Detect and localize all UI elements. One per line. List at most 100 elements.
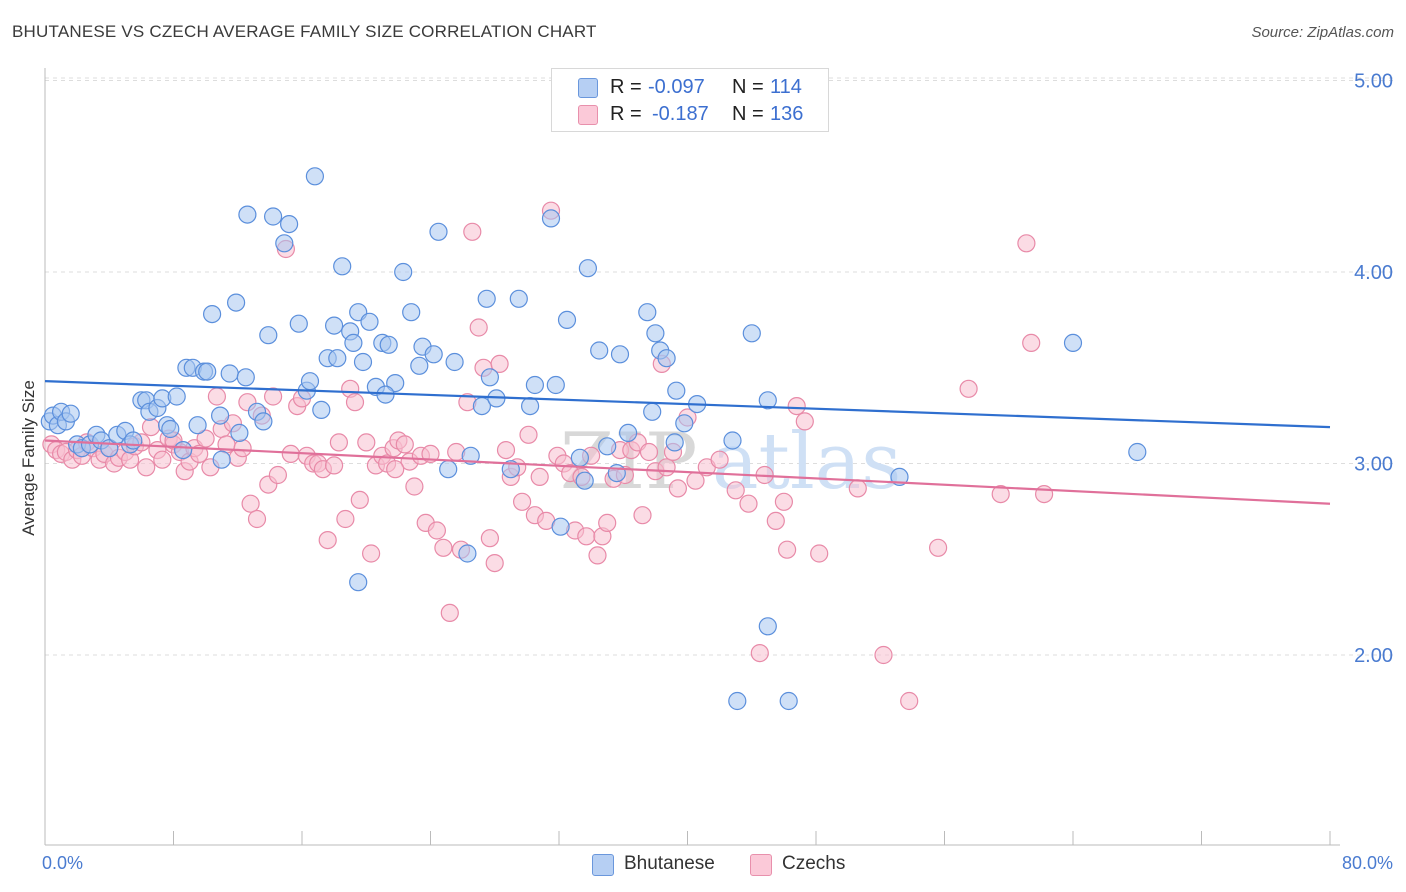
bhutanese-point bbox=[61, 404, 80, 423]
bhutanese-point bbox=[557, 310, 577, 329]
czechs-point bbox=[434, 538, 453, 557]
legend-n-value: 136 bbox=[770, 103, 804, 125]
bhutanese-point bbox=[1063, 333, 1083, 352]
bhutanese-point bbox=[520, 397, 540, 416]
bhutanese-point bbox=[657, 349, 676, 368]
czechs-point bbox=[141, 418, 161, 437]
bhutanese-point bbox=[667, 381, 686, 400]
correlation-legend: R = -0.097 N = 114 R = -0.187 N = 136 bbox=[551, 68, 829, 132]
legend-r-value: -0.187 bbox=[652, 103, 709, 125]
legend-r-label: R = bbox=[610, 76, 642, 98]
axes bbox=[44, 68, 1340, 846]
bhutanese-point bbox=[525, 375, 545, 395]
czechs-point bbox=[386, 460, 405, 479]
bottom-legend-czechs: Czechs bbox=[750, 852, 870, 878]
grid-lines bbox=[45, 77, 1395, 656]
czechs-point bbox=[588, 546, 607, 565]
bhutanese-point bbox=[638, 303, 657, 322]
czechs-point bbox=[1022, 333, 1041, 352]
bhutanese-point bbox=[410, 356, 429, 375]
bhutanese-point bbox=[445, 352, 464, 372]
czechs-point bbox=[577, 527, 596, 546]
trend-lines bbox=[44, 380, 1331, 505]
bhutanese-point bbox=[1128, 442, 1147, 462]
czechs-trend-line bbox=[44, 439, 1331, 505]
czechs-point bbox=[469, 318, 488, 337]
legend-n-label: N = bbox=[732, 103, 764, 125]
bhutanese-point bbox=[124, 431, 143, 450]
bhutanese-point bbox=[424, 345, 443, 364]
bhutanese-point bbox=[480, 368, 499, 387]
bottom-legend-swatch-czechs bbox=[750, 854, 772, 876]
bhutanese-point bbox=[220, 364, 239, 383]
bhutanese-points bbox=[40, 167, 1147, 711]
czechs-point bbox=[264, 387, 283, 406]
czechs-point bbox=[480, 529, 499, 548]
czechs-point bbox=[598, 513, 617, 533]
bhutanese-point bbox=[890, 467, 909, 486]
czechs-point bbox=[848, 479, 867, 498]
czechs-point bbox=[325, 456, 344, 475]
bhutanese-point bbox=[275, 234, 294, 253]
bottom-legend-bhutanese: Bhutanese bbox=[592, 852, 732, 878]
czechs-point bbox=[485, 553, 504, 573]
bhutanese-point bbox=[551, 517, 570, 536]
bhutanese-point bbox=[312, 400, 331, 419]
czechs-point bbox=[726, 481, 745, 500]
tick-labels: 2.00 3.00 4.00 5.00 0.0% 80.0% bbox=[42, 71, 1393, 874]
x-tick-label: 80.0% bbox=[1342, 853, 1393, 873]
bhutanese-point bbox=[429, 222, 448, 241]
bhutanese-point bbox=[598, 437, 617, 456]
czechs-point bbox=[345, 393, 365, 412]
x-tick-label: 0.0% bbox=[42, 853, 83, 873]
bhutanese-point bbox=[259, 326, 278, 345]
y-axis-label: Average Family Size bbox=[19, 380, 38, 536]
bhutanese-point bbox=[723, 431, 742, 450]
bhutanese-point bbox=[167, 387, 186, 406]
czechs-point bbox=[928, 538, 948, 557]
bhutanese-point bbox=[305, 167, 324, 186]
czechs-point bbox=[463, 222, 482, 241]
legend-swatch-bhutanese bbox=[578, 78, 598, 98]
czechs-point bbox=[405, 477, 424, 496]
bhutanese-point bbox=[509, 289, 528, 308]
bhutanese-point bbox=[161, 419, 180, 439]
bhutanese-point bbox=[643, 402, 662, 421]
bhutanese-point bbox=[458, 544, 477, 563]
bhutanese-point bbox=[675, 414, 694, 433]
bhutanese-point bbox=[174, 441, 193, 460]
bhutanese-point bbox=[758, 617, 777, 636]
y-tick-label: 3.00 bbox=[1354, 454, 1393, 476]
bhutanese-point bbox=[227, 293, 246, 312]
czechs-point bbox=[750, 643, 769, 663]
legend-row-bhutanese: R = -0.097 N = 114 bbox=[552, 75, 828, 101]
czechs-point bbox=[350, 490, 369, 509]
czechs-point bbox=[900, 691, 919, 711]
czechs-point bbox=[639, 442, 659, 462]
czechs-point bbox=[710, 450, 729, 469]
czechs-point bbox=[247, 509, 267, 529]
legend-n-label: N = bbox=[732, 76, 764, 98]
czechs-point bbox=[519, 425, 538, 444]
czechs-point bbox=[1034, 485, 1054, 504]
bhutanese-point bbox=[758, 391, 777, 410]
bhutanese-point bbox=[501, 460, 520, 479]
bhutanese-point bbox=[328, 349, 347, 368]
czechs-point bbox=[336, 509, 355, 529]
bhutanese-point bbox=[477, 289, 496, 308]
bhutanese-point bbox=[779, 691, 798, 711]
bhutanese-point bbox=[402, 303, 421, 322]
legend-r-value: -0.097 bbox=[648, 76, 705, 98]
bhutanese-point bbox=[254, 412, 273, 431]
bhutanese-point bbox=[211, 406, 230, 425]
czechs-point bbox=[777, 540, 797, 559]
bhutanese-point bbox=[325, 316, 344, 335]
czechs-point bbox=[329, 433, 348, 452]
watermark: ZIP atlas bbox=[560, 417, 901, 507]
y-tick-label: 2.00 bbox=[1354, 645, 1393, 667]
bhutanese-point bbox=[353, 352, 373, 372]
bhutanese-point bbox=[349, 573, 368, 592]
czechs-point bbox=[318, 530, 337, 550]
czechs-point bbox=[268, 465, 287, 485]
legend-n-value: 114 bbox=[770, 76, 802, 98]
